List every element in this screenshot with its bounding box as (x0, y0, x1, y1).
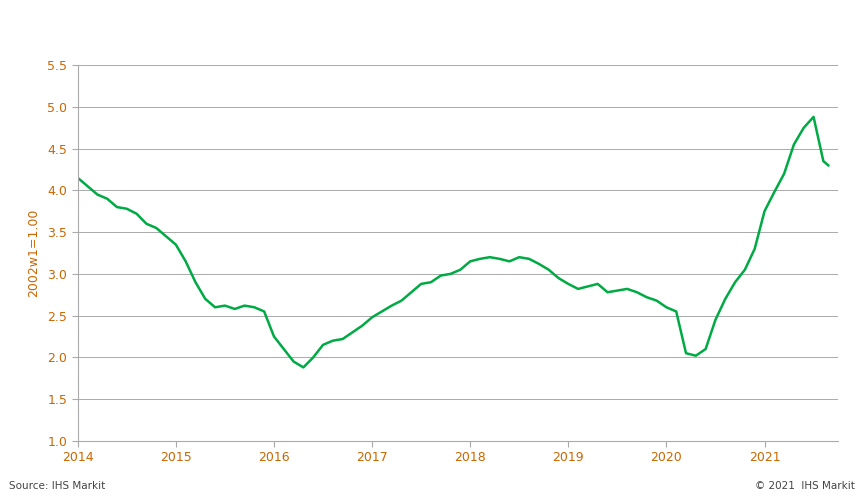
Y-axis label: 2002w1=1.00: 2002w1=1.00 (28, 209, 41, 297)
Text: IHS Markit Materials  Price Index: IHS Markit Materials Price Index (10, 21, 372, 40)
Text: © 2021  IHS Markit: © 2021 IHS Markit (755, 481, 855, 491)
Text: Source: IHS Markit: Source: IHS Markit (9, 481, 105, 491)
